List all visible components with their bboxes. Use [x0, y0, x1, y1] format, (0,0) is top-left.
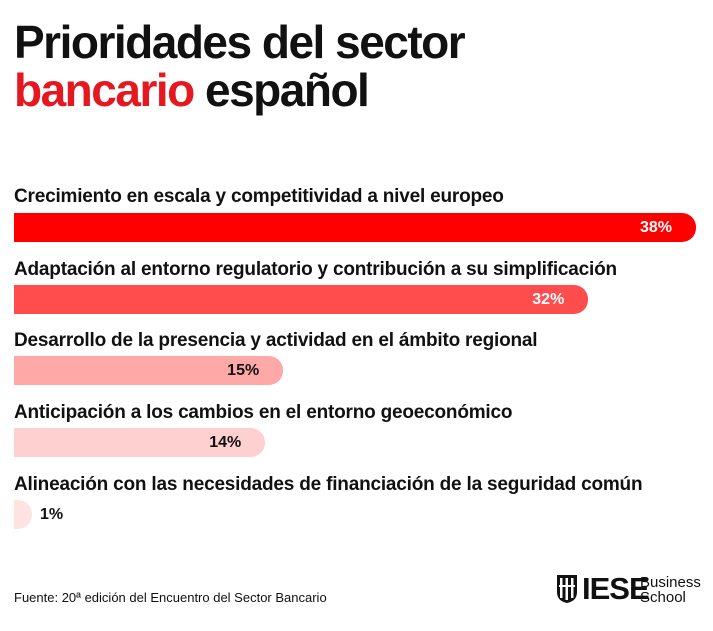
category-label: Desarrollo de la presencia y actividad e…: [14, 330, 538, 351]
iese-logo: IESE Business School: [556, 572, 706, 606]
category-label: Anticipación a los cambios en el entorno…: [14, 402, 513, 423]
category-label: Adaptación al entorno regulatorio y cont…: [14, 259, 617, 280]
value-label: 32%: [532, 291, 565, 308]
value-label: 38%: [639, 219, 672, 236]
chart-title: Prioridades del sector bancario español: [14, 16, 466, 116]
bar: [14, 356, 284, 385]
iese-crest-icon: [557, 575, 577, 603]
value-label: 15%: [227, 362, 260, 379]
title-rest: español: [205, 64, 370, 116]
source-note: Fuente: 20ª edición del Encuentro del Se…: [14, 590, 327, 605]
logo-school: School: [640, 589, 686, 606]
value-label: 14%: [209, 434, 242, 451]
title-line1: Prioridades del sector: [14, 16, 466, 68]
title-accent: bancario: [14, 64, 195, 116]
bar: [14, 285, 589, 314]
bar: [14, 500, 32, 529]
bar: [14, 213, 696, 242]
category-label: Crecimiento en escala y competitividad a…: [14, 186, 504, 207]
bar: [14, 428, 266, 457]
logo-business: Business: [640, 574, 701, 591]
category-label: Alineación con las necesidades de financ…: [14, 474, 643, 495]
logo-word: IESE: [582, 571, 650, 606]
value-label: 1%: [40, 506, 64, 523]
